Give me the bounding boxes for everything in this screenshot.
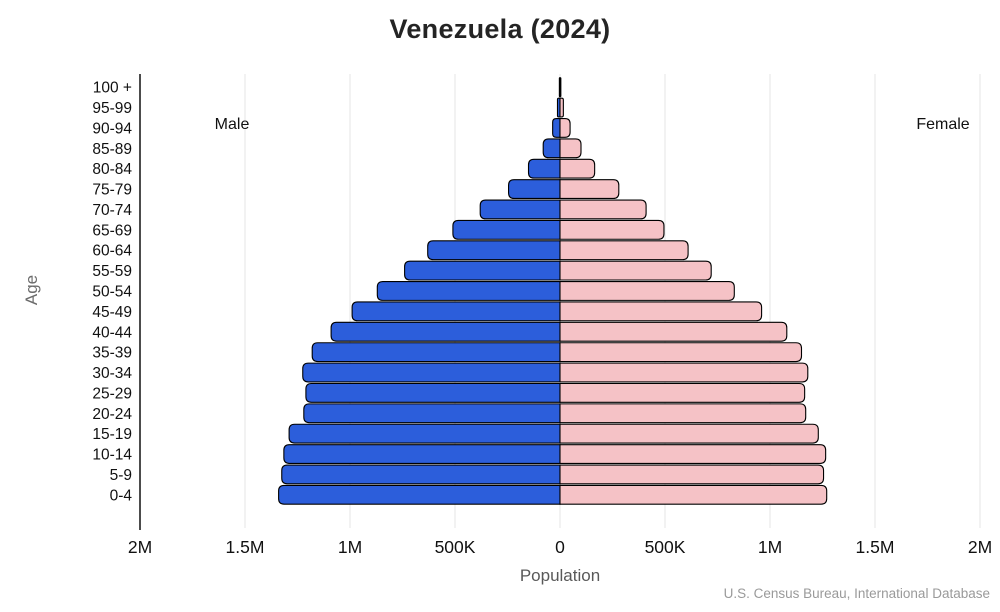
- age-tick-label-35-39: 35-39: [92, 345, 132, 362]
- bar-female-100 +[interactable]: [559, 77, 562, 98]
- bar-female-40-44[interactable]: [559, 321, 788, 342]
- bar-female-15-19[interactable]: [559, 423, 819, 444]
- bar-male-45-49[interactable]: [351, 301, 561, 322]
- bar-male-10-14[interactable]: [283, 444, 561, 464]
- bar-male-50-54[interactable]: [376, 281, 561, 301]
- x-tick-label-2: 1M: [338, 537, 362, 557]
- bar-female-60-64[interactable]: [559, 240, 689, 261]
- bar-female-75-79[interactable]: [559, 179, 620, 200]
- bar-male-60-64[interactable]: [427, 240, 561, 261]
- bar-male-25-29[interactable]: [305, 382, 561, 403]
- bar-female-30-34[interactable]: [559, 362, 809, 383]
- x-tick-label-3: 500K: [435, 537, 476, 557]
- bar-female-95-99[interactable]: [559, 97, 564, 118]
- x-tick-label-6: 1M: [758, 537, 782, 557]
- age-tick-label-55-59: 55-59: [92, 263, 132, 280]
- bar-male-35-39[interactable]: [311, 342, 561, 363]
- bar-male-55-59[interactable]: [404, 260, 561, 281]
- age-tick-label-15-19: 15-19: [92, 426, 132, 443]
- bar-female-0-4[interactable]: [559, 484, 828, 505]
- age-tick-label-100 +: 100 +: [93, 80, 132, 97]
- x-axis-title: Population: [519, 566, 601, 585]
- age-tick-label-70-74: 70-74: [92, 202, 132, 219]
- x-tick-label-5: 500K: [645, 537, 686, 557]
- x-tick-label-0: 2M: [128, 537, 152, 557]
- x-tick-label-7: 1.5M: [856, 537, 895, 557]
- age-tick-label-85-89: 85-89: [92, 141, 132, 158]
- bar-female-5-9[interactable]: [559, 464, 825, 485]
- male-series-label: Male: [214, 116, 250, 133]
- chart-title: Venezuela (2024): [389, 14, 611, 44]
- age-tick-label-90-94: 90-94: [92, 120, 132, 137]
- bar-female-45-49[interactable]: [559, 301, 763, 322]
- bar-male-0-4[interactable]: [278, 484, 561, 505]
- bar-male-75-79[interactable]: [508, 179, 561, 200]
- bar-male-15-19[interactable]: [288, 423, 561, 444]
- age-tick-label-0-4: 0-4: [110, 487, 133, 504]
- bar-female-50-54[interactable]: [559, 281, 735, 301]
- bar-female-70-74[interactable]: [559, 199, 647, 220]
- age-tick-label-65-69: 65-69: [92, 222, 132, 239]
- x-tick-label-4: 0: [555, 537, 565, 557]
- bar-female-35-39[interactable]: [559, 342, 803, 363]
- x-tick-label-8: 2M: [968, 537, 992, 557]
- age-tick-label-80-84: 80-84: [92, 161, 132, 178]
- bar-male-20-24[interactable]: [303, 403, 561, 424]
- age-tick-label-50-54: 50-54: [92, 283, 132, 300]
- bar-female-55-59[interactable]: [559, 260, 712, 281]
- bar-male-70-74[interactable]: [479, 199, 561, 220]
- bar-male-65-69[interactable]: [452, 219, 561, 240]
- bar-female-85-89[interactable]: [559, 138, 582, 159]
- age-tick-label-20-24: 20-24: [92, 406, 132, 423]
- bar-male-85-89[interactable]: [542, 138, 561, 159]
- age-tick-label-5-9: 5-9: [110, 467, 132, 484]
- age-tick-label-10-14: 10-14: [92, 447, 132, 464]
- age-tick-label-60-64: 60-64: [92, 243, 132, 260]
- female-series-label: Female: [916, 116, 970, 133]
- y-axis-title: Age: [22, 274, 41, 306]
- bar-male-40-44[interactable]: [330, 321, 561, 342]
- bar-female-25-29[interactable]: [559, 382, 806, 403]
- age-tick-label-45-49: 45-49: [92, 304, 132, 321]
- bar-female-10-14[interactable]: [559, 444, 827, 464]
- age-tick-label-30-34: 30-34: [92, 365, 132, 382]
- bar-male-95-99[interactable]: [556, 97, 561, 118]
- bar-male-30-34[interactable]: [302, 362, 561, 383]
- age-tick-label-40-44: 40-44: [92, 324, 132, 341]
- bar-female-65-69[interactable]: [559, 219, 665, 240]
- bar-male-80-84[interactable]: [527, 158, 561, 179]
- bar-male-5-9[interactable]: [281, 464, 561, 485]
- age-tick-label-25-29: 25-29: [92, 385, 132, 402]
- bar-male-90-94[interactable]: [552, 118, 561, 138]
- bar-female-90-94[interactable]: [559, 118, 571, 138]
- bar-female-20-24[interactable]: [559, 403, 807, 424]
- age-tick-label-75-79: 75-79: [92, 182, 132, 199]
- bar-female-80-84[interactable]: [559, 158, 596, 179]
- source-attribution: U.S. Census Bureau, International Databa…: [723, 586, 990, 601]
- x-tick-label-1: 1.5M: [226, 537, 265, 557]
- age-tick-label-95-99: 95-99: [92, 100, 132, 117]
